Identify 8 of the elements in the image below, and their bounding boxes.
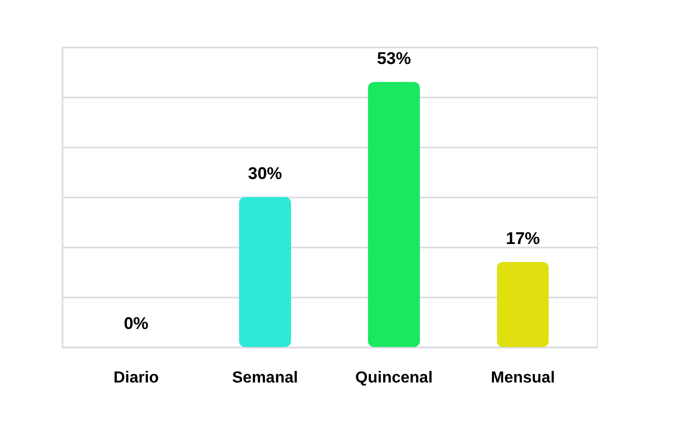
x-tick-label: Semanal <box>232 370 298 386</box>
data-label: 53% <box>376 49 411 68</box>
data-label: 0% <box>124 314 148 333</box>
x-tick-label: Diario <box>113 370 160 386</box>
x-tick-label: Quincenal <box>355 370 433 386</box>
data-label: 17% <box>506 229 540 248</box>
data-label: 30% <box>248 164 282 183</box>
x-tick-label: Mensual <box>490 370 555 386</box>
